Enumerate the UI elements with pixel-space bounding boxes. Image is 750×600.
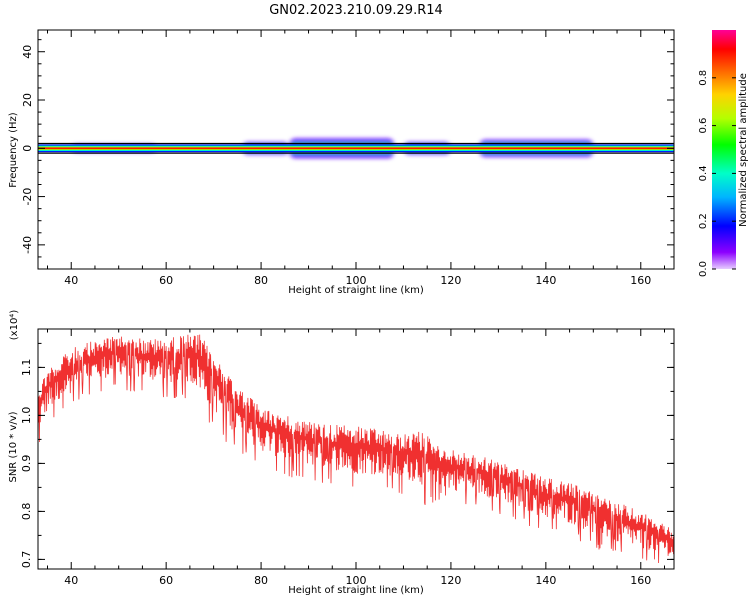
- snr-multiplier: (x10⁴): [9, 310, 20, 341]
- spec-xtick-label-40: 40: [64, 274, 78, 287]
- snr-ytick-label-0.8: 0.8: [20, 503, 33, 521]
- spec-xtick-label-160: 160: [630, 274, 651, 287]
- spec-xtick-label-80: 80: [254, 274, 268, 287]
- spec-xtick-label-140: 140: [535, 274, 556, 287]
- spec-xtick-label-60: 60: [159, 274, 173, 287]
- spec-xtick-label-120: 120: [440, 274, 461, 287]
- snr-xtick-label-120: 120: [440, 574, 461, 587]
- snr-xtick-label-140: 140: [535, 574, 556, 587]
- colorbar-tick-label-0: 0.0: [698, 261, 709, 277]
- band-level-3: [38, 147, 674, 150]
- colorbar-tick-label-0.8: 0.8: [698, 70, 709, 86]
- spec-ytick-label--20: -20: [21, 188, 34, 206]
- snr-ytick-label-0.9: 0.9: [20, 455, 33, 473]
- spec-ytick-label-20: 20: [21, 93, 34, 107]
- snr-panel: 40 60 80 100 120 140 160 0.7 0.8 0.9 1.0 1.1 Height…: [8, 310, 675, 596]
- colorbar-tick-label-0.2: 0.2: [698, 213, 709, 229]
- spectrogram-panel: 40 60 80 100 120 140 160 -40 -20 0 20 40 Height of …: [8, 29, 675, 296]
- colorbar: 0.0 0.2 0.4 0.6 0.8 Normalized spectral ampl…: [698, 30, 749, 277]
- snr-xtick-label-80: 80: [254, 574, 268, 587]
- snr-xtick-label-160: 160: [630, 574, 651, 587]
- spec-ytick-label-0: 0: [21, 145, 34, 152]
- colorbar-tick-label-0.4: 0.4: [698, 165, 709, 181]
- snr-xtick-label-40: 40: [64, 574, 78, 587]
- spec-ytick-label-40: 40: [21, 45, 34, 59]
- colorbar-gradient: [712, 30, 736, 269]
- snr-ytick-label-1: 1.0: [20, 407, 33, 425]
- snr-xlabel: Height of straight line (km): [288, 585, 424, 596]
- snr-ylabel: SNR (10 * v/v): [8, 411, 19, 482]
- snr-line: [38, 334, 674, 564]
- colorbar-label: Normalized spectral amplitude: [738, 73, 749, 227]
- snr-xtick-label-60: 60: [159, 574, 173, 587]
- colorbar-tick-label-0.6: 0.6: [698, 118, 709, 134]
- spectrogram-ylabel: Frequency (Hz): [8, 112, 19, 188]
- figure-title: GN02.2023.210.09.29.R14: [269, 3, 443, 18]
- snr-xtick-label-100: 100: [346, 574, 367, 587]
- spec-xtick-label-100: 100: [346, 274, 367, 287]
- spectrogram-xlabel: Height of straight line (km): [288, 285, 424, 296]
- snr-ytick-label-0.7: 0.7: [20, 551, 33, 569]
- snr-ytick-label-1.1: 1.1: [20, 359, 33, 377]
- spec-ytick-label--40: -40: [21, 236, 34, 254]
